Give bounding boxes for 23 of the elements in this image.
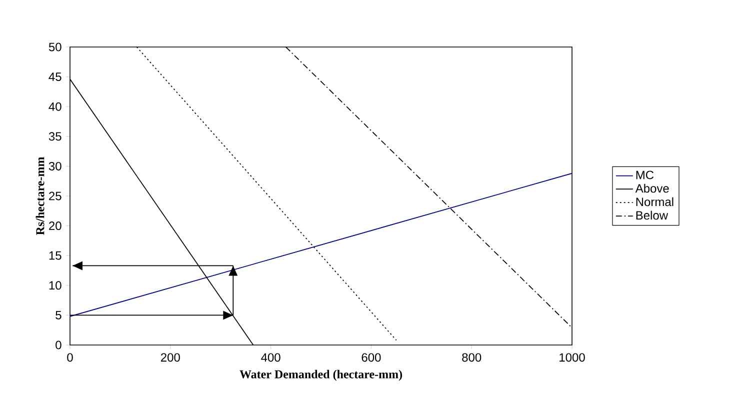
legend-label: MC <box>636 170 654 180</box>
y-tick-label: 5 <box>56 311 62 320</box>
y-tick-label: 15 <box>49 251 62 260</box>
y-tick-label: 45 <box>48 72 62 81</box>
x-tick-label: 400 <box>261 353 280 362</box>
legend-label: Below <box>636 210 668 220</box>
y-tick-label: 0 <box>56 340 62 350</box>
y-tick-label: 30 <box>48 162 62 170</box>
y-tick-label: 50 <box>48 42 62 52</box>
y-tick-label: 40 <box>48 102 62 111</box>
x-tick-label: 1000 <box>560 353 585 362</box>
x-tick-label: 0 <box>67 353 73 362</box>
x-tick-label: 200 <box>161 353 180 362</box>
y-tick-label: 20 <box>49 222 62 230</box>
x-tick-label: 800 <box>462 353 482 362</box>
y-tick-label: 25 <box>49 192 62 200</box>
legend-label: Above <box>635 184 669 193</box>
y-tick-label: 35 <box>48 132 62 141</box>
legend-label: Normal <box>636 197 674 206</box>
y-axis-title: Rs/hectare-mm <box>36 156 44 236</box>
x-tick-label: 600 <box>362 353 381 362</box>
x-axis-title: Water Demanded (hectare-mm) <box>240 370 402 381</box>
y-tick-label: 10 <box>49 281 62 290</box>
